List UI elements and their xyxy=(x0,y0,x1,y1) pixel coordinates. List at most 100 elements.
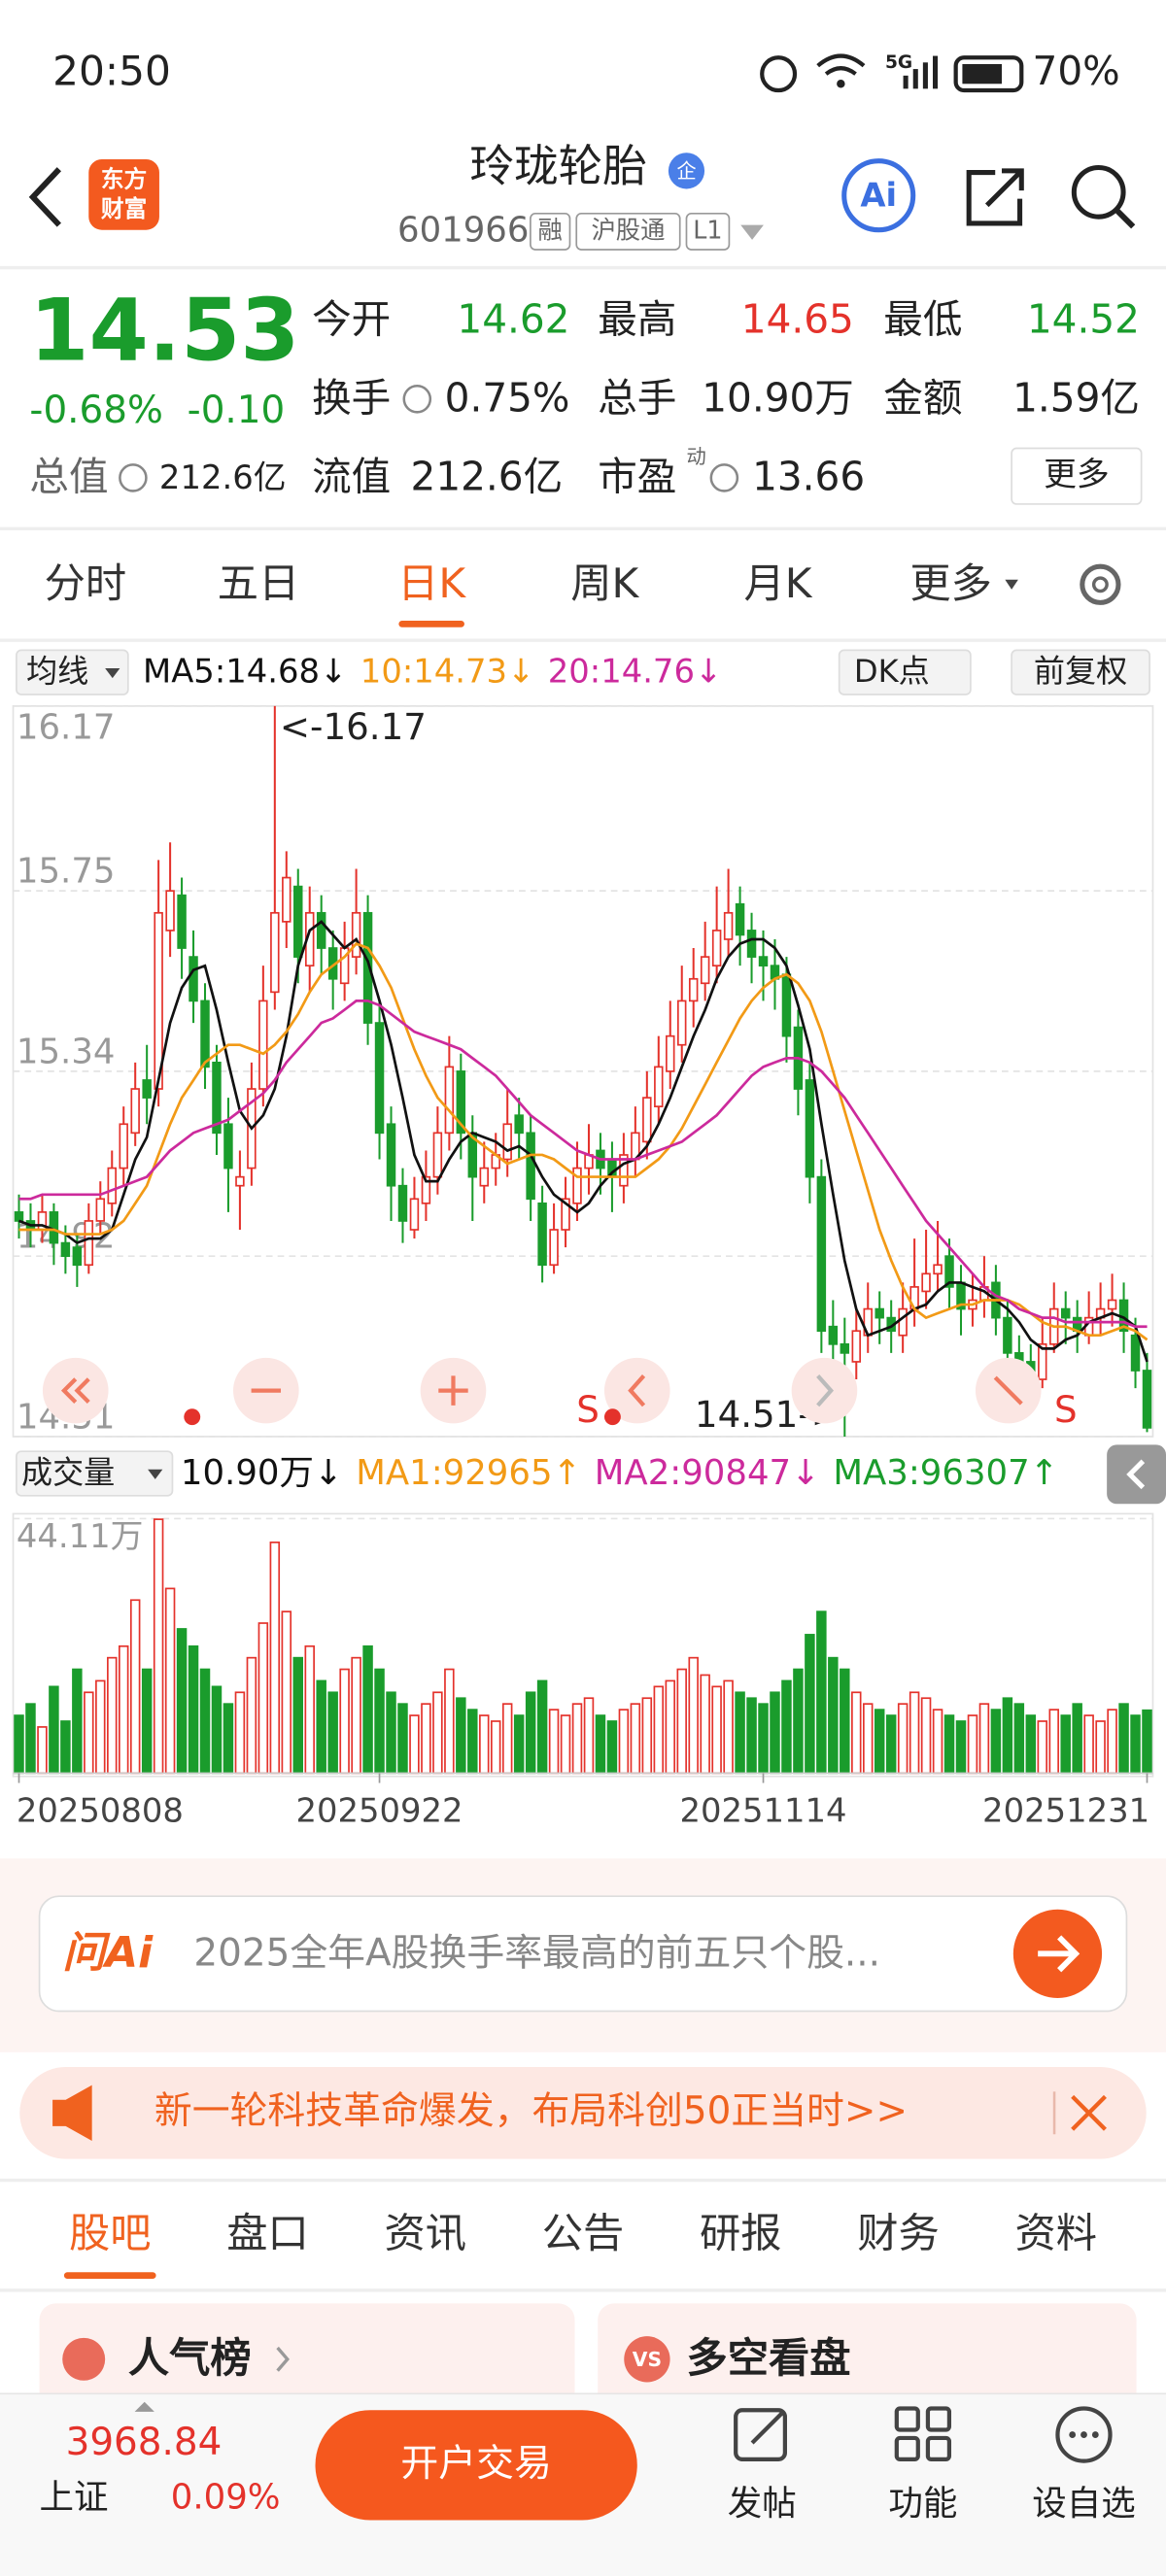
volume-bar xyxy=(199,1668,211,1775)
adjust-button[interactable] xyxy=(1011,649,1150,695)
action-label[interactable]: 设自选 xyxy=(1032,2484,1135,2524)
card-icon-text: VS xyxy=(633,2348,662,2371)
candle-body xyxy=(316,911,326,949)
section-tab[interactable]: 财务 xyxy=(857,2210,940,2257)
banner[interactable] xyxy=(19,2066,1147,2159)
candle-body xyxy=(1130,1334,1141,1372)
period-tab[interactable]: 周K xyxy=(570,559,639,607)
change-pct: -0.68% xyxy=(29,389,162,432)
candle-body xyxy=(514,1114,524,1135)
volume-bar xyxy=(641,1697,653,1775)
candle-body xyxy=(165,890,175,932)
candle-body xyxy=(805,1079,815,1178)
candle-body xyxy=(711,930,722,967)
volume-bar xyxy=(525,1691,536,1775)
period-tab[interactable]: 分时 xyxy=(45,559,127,607)
candle-body xyxy=(735,902,745,936)
more-text: 更多 xyxy=(1044,456,1110,493)
section-tab[interactable]: 盘口 xyxy=(226,2210,309,2257)
volume-bar xyxy=(595,1714,606,1775)
banner-close[interactable] xyxy=(1071,2094,1107,2131)
x-tick-label: 20251114 xyxy=(680,1792,847,1830)
volume-selector-text: 成交量 xyxy=(21,1454,115,1491)
card[interactable] xyxy=(598,2303,1137,2419)
volume-bar xyxy=(176,1628,188,1775)
change: -0.10 xyxy=(188,389,286,432)
volume-bar xyxy=(758,1703,769,1775)
volume-bar xyxy=(95,1679,106,1775)
volume-bar xyxy=(444,1668,455,1775)
collapse-tab[interactable] xyxy=(1107,1444,1166,1505)
volume-bar xyxy=(1060,1714,1071,1775)
volume-bar xyxy=(897,1703,909,1775)
adjust-text: 前复权 xyxy=(1034,653,1127,690)
tag-text: L1 xyxy=(693,215,722,244)
volume-bar xyxy=(1130,1714,1141,1775)
field-label: 总手 xyxy=(598,374,676,421)
ma-selector[interactable] xyxy=(16,649,129,695)
badge xyxy=(668,153,705,189)
volume-bar xyxy=(432,1691,443,1775)
back-button[interactable] xyxy=(28,167,61,227)
candle-body xyxy=(572,1167,582,1204)
share-button[interactable] xyxy=(966,168,1024,226)
dk-button[interactable] xyxy=(838,649,972,695)
more-button[interactable] xyxy=(1011,447,1143,505)
period-tab[interactable]: 更多 xyxy=(909,559,992,607)
candle-body xyxy=(723,911,734,940)
volume-bar xyxy=(129,1599,141,1775)
candle-body xyxy=(200,1000,210,1068)
megaphone-icon xyxy=(52,2085,92,2142)
ai-input[interactable] xyxy=(38,1895,1128,2013)
candle-body xyxy=(549,1229,559,1267)
period-tab[interactable]: 日K xyxy=(397,559,466,607)
candle-body xyxy=(1107,1299,1117,1310)
action-icons xyxy=(734,2406,1113,2463)
volume-bar xyxy=(246,1656,257,1775)
chevron xyxy=(276,2346,291,2372)
search-button[interactable] xyxy=(1071,164,1126,220)
high-annotation: <-16.17 xyxy=(280,705,427,748)
action-label[interactable]: 功能 xyxy=(888,2484,957,2524)
candle-body xyxy=(781,973,792,1037)
action-label[interactable]: 发帖 xyxy=(728,2484,797,2524)
card-title: 多空看盘 xyxy=(686,2334,850,2382)
volume-selector[interactable] xyxy=(16,1450,174,1497)
volume-bar xyxy=(490,1720,501,1775)
stock-code: 601966 xyxy=(397,210,529,250)
field-value: 14.52 xyxy=(1027,295,1140,342)
volume-bar xyxy=(1037,1720,1048,1775)
y-tick-label: 15.34 xyxy=(17,1032,116,1071)
period-tabs: 分时 五日 日K 周K 月K 更多 xyxy=(45,559,1018,627)
card[interactable] xyxy=(39,2303,575,2419)
section-tab[interactable]: 股吧 xyxy=(69,2210,152,2257)
candle-body xyxy=(189,956,198,1002)
section-tab[interactable]: 资讯 xyxy=(384,2210,466,2257)
volume-bar xyxy=(653,1685,665,1775)
volume-bar xyxy=(211,1685,223,1775)
volume-bar xyxy=(107,1656,118,1775)
legend-entry: MA1:92965↑ xyxy=(356,1453,581,1493)
dropdown-arrow xyxy=(148,1469,163,1479)
volume-bar xyxy=(630,1703,641,1775)
candle-body xyxy=(851,1330,862,1363)
card-title: 人气榜 xyxy=(128,2334,252,2382)
period-tab[interactable]: 月K xyxy=(743,559,812,607)
ai-button[interactable] xyxy=(841,158,916,233)
volume-bar xyxy=(374,1668,385,1775)
settings-button[interactable] xyxy=(1080,563,1121,605)
candle-body xyxy=(537,1202,547,1267)
candle-body xyxy=(642,1097,652,1143)
section-tab[interactable]: 研报 xyxy=(700,2210,782,2257)
candle-body xyxy=(212,1061,222,1135)
ai-prompt: 2025全年A股换手率最高的前五只个股... xyxy=(193,1932,880,1976)
candle-body xyxy=(746,930,757,958)
trade-button[interactable] xyxy=(315,2410,637,2521)
volume-bar xyxy=(793,1668,804,1775)
period-tab[interactable]: 五日 xyxy=(218,559,299,607)
volume-bar xyxy=(781,1679,792,1775)
section-tab[interactable]: 资料 xyxy=(1015,2210,1098,2257)
dropdown-arrow[interactable] xyxy=(740,224,764,240)
section-tab[interactable]: 公告 xyxy=(542,2210,624,2257)
volume-bar xyxy=(746,1697,757,1775)
